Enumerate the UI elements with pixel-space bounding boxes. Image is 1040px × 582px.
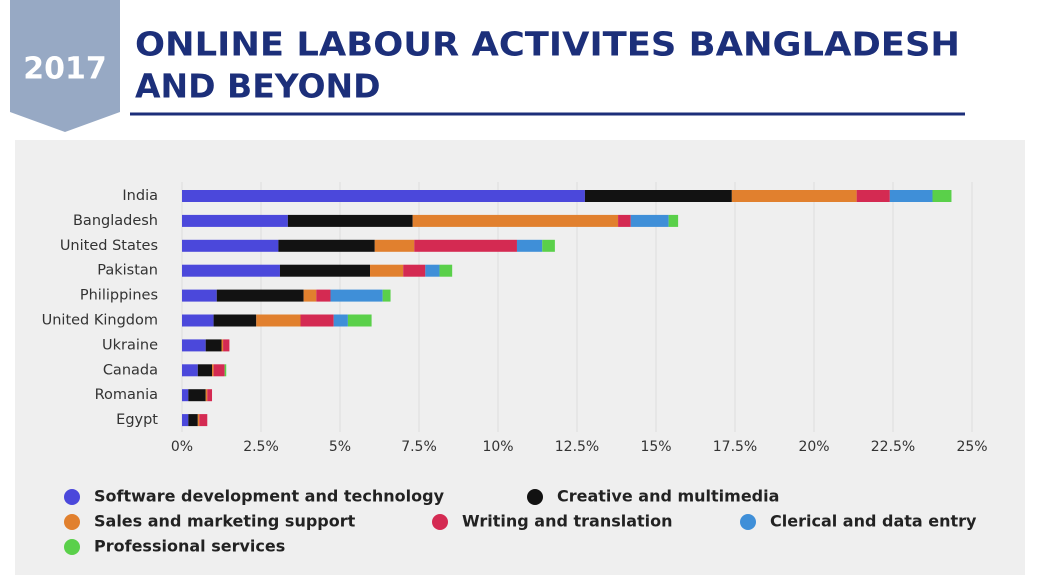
y-tick-label: Philippines [80, 288, 158, 304]
bar-segment [182, 289, 217, 302]
x-tick-label: 2.5% [243, 439, 279, 455]
x-tick-label: 0% [171, 439, 193, 455]
legend-marker [527, 489, 543, 505]
bar-segment [256, 314, 301, 327]
bar-segment [188, 389, 206, 402]
badge-text: 2017 [23, 52, 107, 87]
legend-marker [64, 514, 80, 530]
bar-segment [197, 364, 213, 377]
x-tick-label: 15% [640, 439, 671, 455]
x-tick-label: 5% [329, 439, 351, 455]
bar-segment [205, 339, 222, 352]
bar-segment [403, 264, 426, 277]
bar-segment [347, 314, 372, 327]
y-tick-label: Romania [95, 387, 158, 403]
bar-segment [374, 239, 415, 252]
bar-segment [182, 364, 198, 377]
bar-segment [300, 314, 334, 327]
x-tick-label: 25% [956, 439, 987, 455]
legend-marker [740, 514, 756, 530]
x-tick-label: 22.5% [871, 439, 915, 455]
bar-segment [412, 214, 619, 227]
bar-segment [182, 389, 189, 402]
legend-label: Professional services [94, 537, 285, 556]
bar-segment [207, 389, 213, 402]
x-tick-label: 7.5% [401, 439, 437, 455]
bar-segment [223, 339, 230, 352]
bar-segment [425, 264, 440, 277]
bar-segment [316, 289, 331, 302]
bar-segment [370, 264, 404, 277]
bar-segment [182, 339, 206, 352]
bar-segment [668, 214, 679, 227]
bar-segment [889, 190, 933, 202]
legend-label: Clerical and data entry [770, 512, 977, 531]
x-tick-label: 20% [798, 439, 829, 455]
bar-segment [199, 414, 208, 427]
y-tick-label: United States [60, 238, 158, 254]
bar-segment [212, 364, 214, 377]
legend-marker [64, 539, 80, 555]
bar-segment [584, 190, 732, 202]
y-tick-label: United Kingdom [42, 313, 158, 329]
y-tick-label: Egypt [116, 412, 158, 428]
bar-segment [932, 190, 952, 202]
bar-segment [182, 239, 279, 252]
y-tick-label: India [122, 188, 158, 204]
bar-segment [182, 314, 214, 327]
bar-segment [516, 239, 543, 252]
bar-segment [287, 214, 413, 227]
y-tick-label: Ukraine [102, 337, 158, 353]
bar-segment [630, 214, 669, 227]
bar-segment [216, 289, 304, 302]
legend-label: Sales and marketing support [94, 512, 356, 531]
bar-segment [224, 364, 227, 377]
legend-marker [432, 514, 448, 530]
bar-segment [856, 190, 890, 202]
legend-marker [64, 489, 80, 505]
bar-segment [213, 314, 257, 327]
bar-segment [182, 190, 585, 202]
legend-label: Software development and technology [94, 487, 445, 506]
chart-background [15, 140, 1025, 575]
bar-segment [382, 289, 391, 302]
bar-segment [182, 214, 288, 227]
x-tick-label: 10% [482, 439, 513, 455]
legend-label: Writing and translation [462, 512, 673, 531]
x-tick-label: 12.5% [555, 439, 599, 455]
x-tick-label: 17.5% [713, 439, 757, 455]
bar-segment [279, 264, 371, 277]
title-line: AND BEYOND [135, 67, 381, 106]
bar-segment [330, 289, 383, 302]
bar-segment [213, 364, 225, 377]
y-tick-label: Pakistan [97, 263, 158, 279]
bar-segment [182, 264, 280, 277]
y-tick-label: Bangladesh [73, 213, 158, 229]
y-tick-label: Canada [103, 362, 158, 378]
bar-segment [188, 414, 198, 427]
bar-segment [439, 264, 453, 277]
chart: 0% 2.5% 5% 7.5% 10% 12.5% 15% 17.5% 20% 22.5% 25% I… [42, 182, 988, 556]
year-badge [10, 0, 120, 132]
bar-segment [197, 414, 200, 427]
bar-segment [182, 414, 189, 427]
bar-segment [221, 339, 224, 352]
bar-segment [731, 190, 857, 202]
bar-segment [414, 239, 517, 252]
bar-segment [205, 389, 208, 402]
title-line: ONLINE LABOUR ACTIVITES BANGLADESH [135, 25, 960, 64]
bar-segment [278, 239, 375, 252]
bar-segment [542, 239, 555, 252]
legend-label: Creative and multimedia [557, 487, 779, 506]
bar-segment [303, 289, 317, 302]
bar-segment [333, 314, 348, 327]
bar-segment [618, 214, 631, 227]
